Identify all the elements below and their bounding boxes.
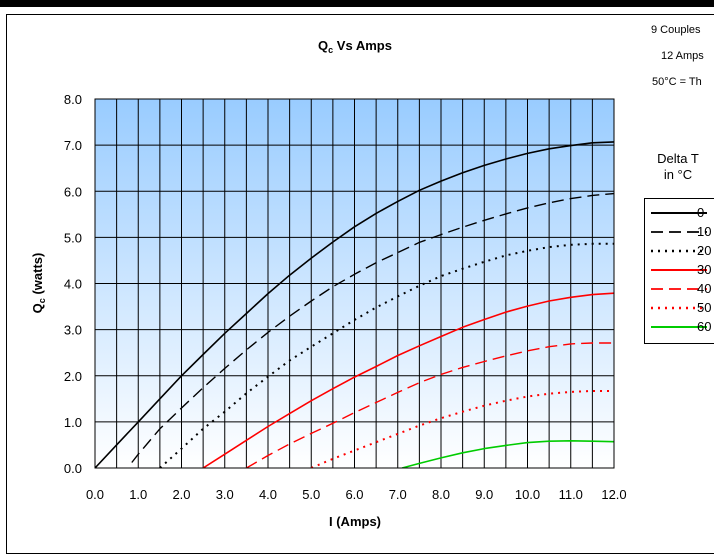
series-layer (95, 141, 614, 468)
series-line-40 (246, 342, 614, 468)
series-line-60 (401, 439, 614, 468)
legend-swatches (651, 212, 707, 328)
legend-label-20: 20 (697, 243, 712, 258)
y-tick-label: 8.0 (64, 92, 82, 107)
x-tick-label: 6.0 (345, 487, 363, 502)
x-tick-label: 5.0 (302, 487, 320, 502)
x-tick-label: 11.0 (559, 487, 583, 502)
x-tick-label: 10.0 (515, 487, 540, 502)
legend-label-60: 60 (697, 319, 712, 334)
series-line-30 (202, 292, 614, 468)
chart-title: Qc Vs Amps (318, 38, 392, 55)
series-line-0 (95, 141, 614, 468)
x-tick-label: 7.0 (389, 487, 407, 502)
x-tick-label: 1.0 (129, 487, 147, 502)
x-tick-label: 2.0 (172, 487, 190, 502)
annotation-hot-side-temp: 50°C = Th (652, 76, 702, 88)
x-tick-label: 9.0 (475, 487, 493, 502)
y-tick-label: 3.0 (64, 323, 82, 338)
grid-lines (95, 99, 614, 468)
x-tick-label: 12.0 (601, 487, 626, 502)
legend-title: Delta T in °C (652, 151, 704, 183)
series-line-50 (310, 390, 614, 468)
series-line-10 (131, 192, 614, 463)
annotation-couples: 9 Couples (651, 24, 701, 36)
y-tick-label: 6.0 (64, 184, 82, 199)
annotation-amps: 12 Amps (661, 50, 704, 62)
y-tick-label: 1.0 (64, 415, 82, 430)
x-tick-label: 3.0 (216, 487, 234, 502)
y-tick-label: 5.0 (64, 230, 82, 245)
legend-label-0: 0 (697, 205, 705, 220)
x-tick-label: 4.0 (259, 487, 277, 502)
y-axis-label: Qc (watts) (30, 253, 47, 314)
x-tick-label: 0.0 (86, 487, 104, 502)
legend-label-30: 30 (697, 262, 712, 277)
y-tick-label: 4.0 (64, 277, 82, 292)
y-tick-label: 7.0 (64, 138, 82, 153)
y-tick-labels: 0.0 1.0 2.0 3.0 4.0 5.0 6.0 7.0 8.0 (64, 92, 82, 476)
x-tick-label: 8.0 (432, 487, 450, 502)
plot-area-border (94, 98, 615, 469)
legend-label-10: 10 (697, 224, 712, 239)
y-tick-label: 0.0 (64, 461, 82, 476)
legend-label-40: 40 (697, 281, 712, 296)
legend: 0 10 20 30 40 50 60 (644, 198, 714, 344)
y-tick-label: 2.0 (64, 369, 82, 384)
top-border-bar (0, 0, 714, 7)
legend-title-line2: in °C (663, 167, 693, 182)
legend-title-line1: Delta T (657, 151, 699, 166)
x-tick-labels: 0.0 1.0 2.0 3.0 4.0 5.0 6.0 7.0 8.0 9.0 10.0 11.0 12… (86, 487, 627, 502)
legend-label-50: 50 (697, 300, 712, 315)
x-axis-label: I (Amps) (329, 514, 381, 529)
